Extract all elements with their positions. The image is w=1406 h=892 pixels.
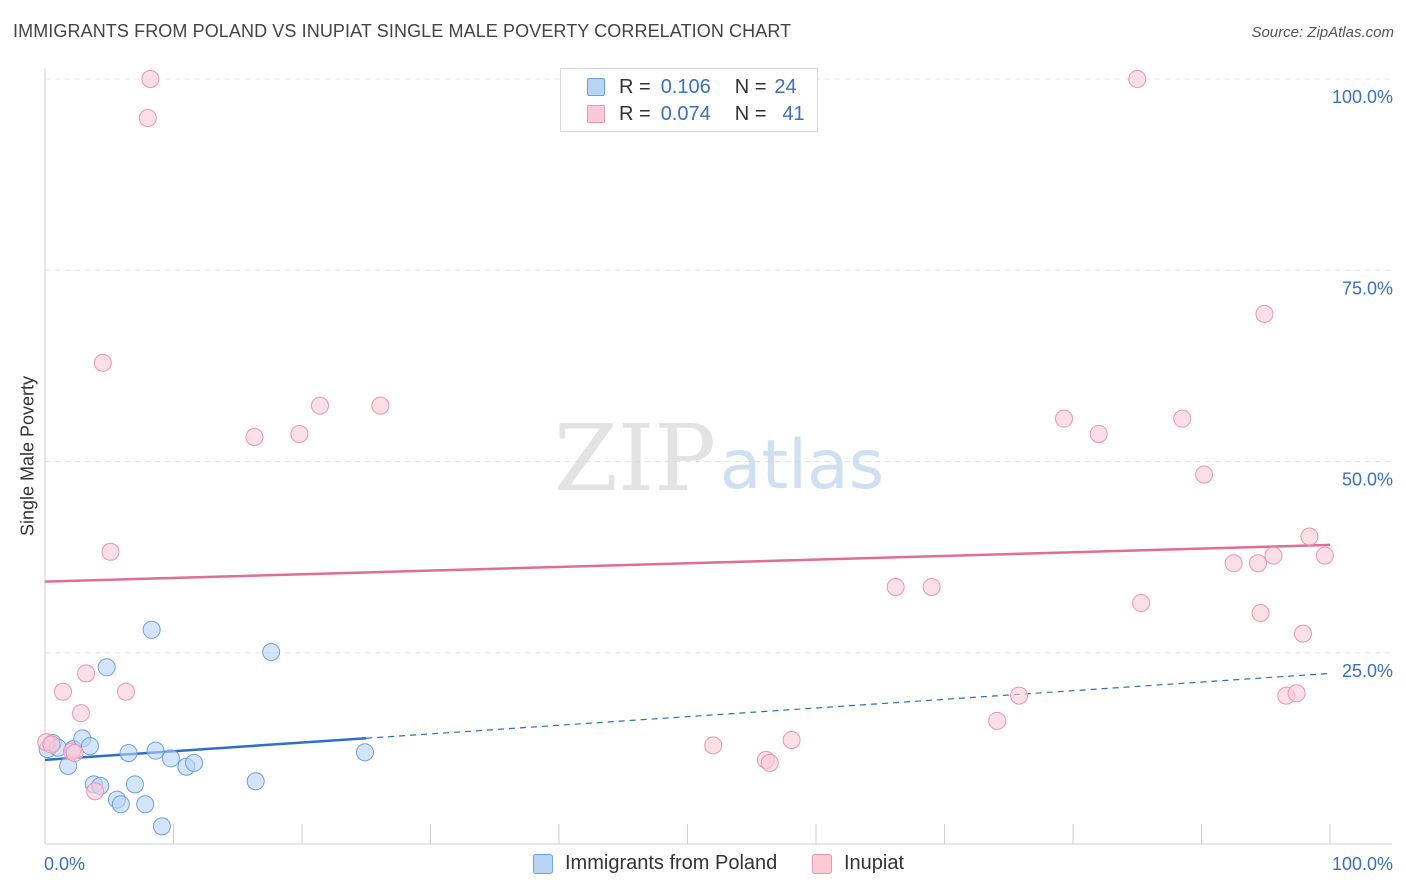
y-tick-label: 75.0% bbox=[1342, 278, 1393, 298]
legend-n-label: N = bbox=[734, 102, 767, 125]
point-inupiat bbox=[42, 735, 61, 754]
trend-line-poland-extension bbox=[366, 672, 1331, 739]
point-inupiat bbox=[71, 704, 90, 723]
y-tick-label: 100.0% bbox=[1332, 87, 1393, 107]
legend-row-poland: R = 0.106 N = 24 bbox=[587, 75, 797, 99]
point-inupiat bbox=[77, 664, 96, 683]
point-inupiat bbox=[1224, 554, 1243, 573]
point-inupiat bbox=[886, 577, 905, 596]
watermark-atlas: atlas bbox=[720, 426, 884, 505]
point-inupiat bbox=[1128, 70, 1147, 88]
legend-item-poland[interactable]: Immigrants from Poland bbox=[533, 852, 777, 875]
point-inupiat bbox=[53, 682, 72, 701]
point-inupiat bbox=[1249, 554, 1268, 573]
point-poland bbox=[142, 620, 161, 639]
legend-label-poland: Immigrants from Poland bbox=[565, 852, 778, 874]
series-legend: Immigrants from Poland Inupiat bbox=[0, 852, 1406, 878]
point-inupiat bbox=[1055, 409, 1074, 428]
point-poland bbox=[119, 743, 138, 762]
point-inupiat bbox=[93, 353, 112, 372]
point-poland bbox=[161, 749, 180, 768]
legend-n-label: N = bbox=[734, 75, 767, 98]
point-poland bbox=[185, 753, 204, 772]
point-inupiat bbox=[1255, 304, 1274, 323]
point-inupiat bbox=[1089, 424, 1108, 443]
chart-title: IMMIGRANTS FROM POLAND VS INUPIAT SINGLE… bbox=[13, 21, 792, 41]
point-inupiat bbox=[141, 70, 160, 88]
point-poland bbox=[136, 795, 155, 814]
point-inupiat bbox=[782, 730, 801, 749]
trend-line-poland bbox=[44, 736, 367, 762]
point-poland bbox=[262, 642, 281, 661]
legend-n-value-inupiat: 41 bbox=[782, 102, 805, 125]
legend-n-value-poland: 24 bbox=[774, 75, 797, 98]
point-inupiat bbox=[1251, 603, 1270, 622]
point-inupiat bbox=[310, 396, 329, 415]
point-poland bbox=[111, 795, 130, 814]
point-inupiat bbox=[1010, 686, 1029, 705]
legend-swatch-inupiat bbox=[812, 853, 832, 874]
y-tick-label: 50.0% bbox=[1342, 470, 1393, 490]
point-inupiat bbox=[138, 109, 157, 128]
point-inupiat bbox=[65, 743, 84, 762]
legend-swatch-poland bbox=[587, 78, 605, 96]
point-inupiat bbox=[290, 424, 309, 443]
watermark-zip: ZIP bbox=[554, 405, 716, 512]
axes bbox=[44, 68, 1392, 845]
source-credit: Source: ZipAtlas.com bbox=[1251, 24, 1394, 41]
point-inupiat bbox=[1173, 409, 1192, 428]
tick-labels: 25.0% 50.0% 75.0% 100.0% 0.0% 100.0% bbox=[44, 87, 1393, 874]
point-inupiat bbox=[1300, 527, 1319, 546]
trend-line-inupiat bbox=[44, 543, 1331, 583]
point-inupiat bbox=[101, 542, 120, 561]
point-poland bbox=[246, 772, 265, 791]
legend-row-inupiat: R = 0.074 N = 41 bbox=[587, 102, 805, 126]
point-inupiat bbox=[116, 682, 135, 701]
legend-label-inupiat: Inupiat bbox=[844, 852, 905, 874]
stats-legend: R = 0.106 N = 24 R = 0.074 N = 41 bbox=[560, 68, 818, 132]
watermark: ZIP atlas bbox=[554, 405, 884, 512]
legend-r-value-poland: 0.106 bbox=[660, 75, 711, 98]
point-inupiat bbox=[1264, 546, 1283, 565]
legend-r-label: R = bbox=[619, 102, 651, 125]
point-inupiat bbox=[1294, 624, 1313, 643]
legend-item-inupiat[interactable]: Inupiat bbox=[812, 852, 904, 875]
point-poland bbox=[152, 817, 171, 836]
trend-lines bbox=[44, 543, 1331, 762]
legend-r-value-inupiat: 0.074 bbox=[660, 102, 711, 125]
data-points bbox=[37, 70, 1334, 836]
gridlines bbox=[45, 78, 1392, 654]
point-inupiat bbox=[1315, 546, 1334, 565]
point-inupiat bbox=[1287, 684, 1306, 703]
point-poland bbox=[146, 741, 165, 760]
point-inupiat bbox=[86, 782, 105, 801]
legend-swatch-poland bbox=[533, 853, 553, 874]
point-inupiat bbox=[922, 577, 941, 596]
point-inupiat bbox=[760, 753, 779, 772]
point-poland bbox=[97, 658, 116, 677]
legend-swatch-inupiat bbox=[587, 105, 605, 123]
point-inupiat bbox=[988, 711, 1007, 730]
y-tick-label: 25.0% bbox=[1342, 661, 1393, 681]
x-tick-label-min: 0.0% bbox=[44, 854, 85, 874]
x-tick-label-max: 100.0% bbox=[1332, 854, 1393, 874]
point-inupiat bbox=[371, 396, 390, 415]
point-poland bbox=[125, 775, 144, 794]
point-inupiat bbox=[704, 736, 723, 755]
point-poland bbox=[80, 737, 99, 756]
point-poland bbox=[355, 743, 374, 762]
legend-r-label: R = bbox=[619, 75, 651, 98]
point-inupiat bbox=[245, 428, 264, 447]
point-inupiat bbox=[1195, 465, 1214, 484]
point-inupiat bbox=[1132, 594, 1151, 613]
